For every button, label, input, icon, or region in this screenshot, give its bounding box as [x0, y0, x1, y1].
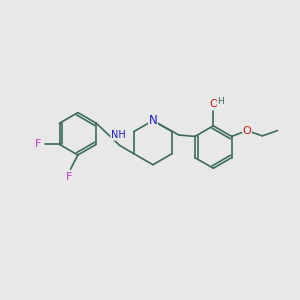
Text: H: H [217, 97, 224, 106]
Text: N: N [148, 114, 157, 127]
Text: O: O [209, 99, 218, 110]
Text: O: O [243, 126, 251, 136]
Text: F: F [66, 172, 72, 182]
Text: NH: NH [111, 130, 126, 140]
Text: F: F [35, 140, 41, 149]
